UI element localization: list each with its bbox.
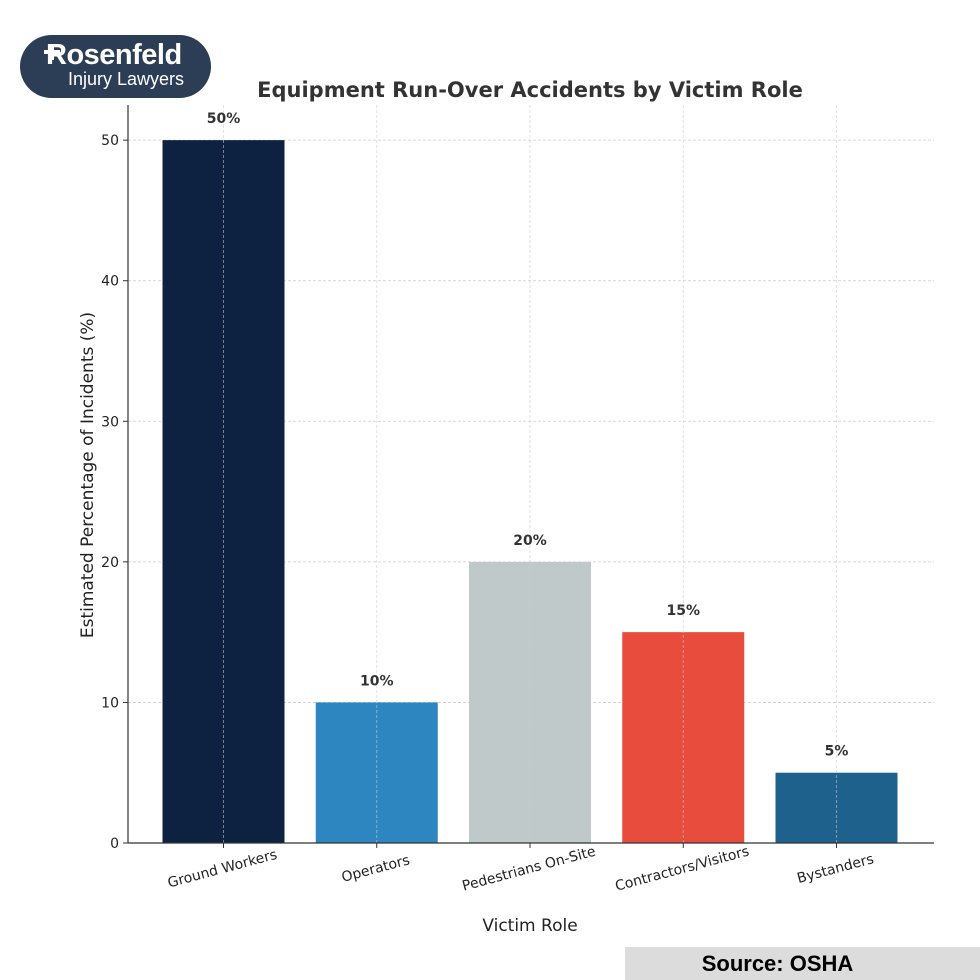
- y-tick-label: 10: [101, 695, 119, 711]
- y-tick-labels: 0 10 20 30 40 50: [101, 133, 119, 852]
- data-label: 10%: [360, 673, 394, 689]
- data-label: 50%: [207, 111, 241, 127]
- y-tick-label: 20: [101, 555, 119, 571]
- x-axis-label: Victim Role: [482, 916, 577, 936]
- y-tick-label: 40: [101, 274, 119, 290]
- value-labels: 50% 10% 20% 15% 5%: [207, 111, 849, 760]
- rosenfeld-logo: Rosenfeld Injury Lawyers: [20, 35, 211, 98]
- vertical-grid-lines: [223, 105, 837, 843]
- chart-title: Equipment Run-Over Accidents by Victim R…: [257, 78, 803, 102]
- x-tick-label: Ground Workers: [166, 847, 279, 892]
- x-tick-label: Bystanders: [795, 851, 875, 887]
- y-tick-label: 50: [101, 133, 119, 149]
- data-label: 5%: [825, 744, 849, 760]
- data-label: 15%: [666, 603, 700, 619]
- x-tick-label: Pedestrians On-Site: [460, 844, 597, 895]
- y-tick-label: 0: [110, 836, 119, 852]
- axes: [123, 105, 934, 848]
- y-axis-label: Estimated Percentage of Incidents (%): [78, 312, 98, 638]
- x-tick-label: Operators: [340, 852, 412, 886]
- x-tick-labels: Ground Workers Operators Pedestrians On-Si…: [166, 844, 876, 895]
- logo-brand: Rosenfeld: [46, 39, 182, 71]
- plus-icon: [44, 44, 60, 60]
- source-label: Source: OSHA: [625, 947, 980, 980]
- logo-tagline: Injury Lawyers: [68, 69, 185, 89]
- data-label: 20%: [513, 533, 547, 549]
- y-tick-label: 30: [101, 414, 119, 430]
- x-tick-label: Contractors/Visitors: [613, 844, 750, 895]
